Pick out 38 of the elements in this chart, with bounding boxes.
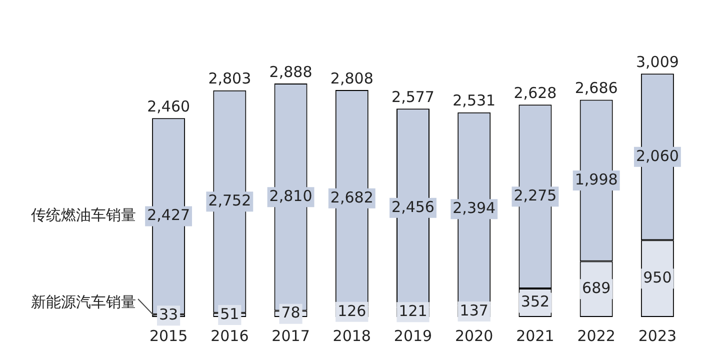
total-label: 2,686: [574, 79, 618, 98]
total-label: 2,628: [514, 84, 557, 102]
total-label: 2,803: [208, 70, 252, 88]
x-tick-label: 2018: [332, 326, 371, 345]
data-label: 2,394: [452, 199, 496, 218]
x-tick-label: 2016: [210, 326, 249, 345]
data-label: 78: [281, 304, 300, 322]
data-label: 33: [159, 306, 178, 324]
data-label: 2,427: [147, 206, 190, 224]
total-label: 2,888: [269, 62, 312, 81]
data-label: 137: [460, 301, 488, 320]
x-tick-label: 2020: [455, 326, 494, 345]
x-tick-label: 2023: [638, 326, 677, 345]
total-label: 2,531: [452, 92, 496, 110]
data-label: 1,998: [574, 170, 618, 188]
data-label: 2,682: [330, 188, 374, 206]
data-label: 126: [338, 302, 366, 320]
data-label: 689: [582, 279, 611, 298]
data-label: 121: [398, 302, 428, 320]
data-label: 2,060: [636, 146, 679, 165]
total-label: 2,460: [147, 97, 190, 116]
x-tick-label: 2022: [577, 326, 616, 345]
x-tick-label: 2017: [272, 326, 310, 345]
data-label: 2,456: [392, 198, 434, 216]
legend-label: 传统燃油车销量: [31, 206, 136, 224]
x-tick-label: 2019: [394, 326, 432, 345]
total-label: 2,808: [330, 69, 374, 88]
total-label: 2,577: [392, 88, 434, 106]
series-label: 新能源汽车销量: [31, 292, 136, 311]
data-label: 51: [220, 304, 240, 323]
data-label: 2,810: [269, 186, 312, 205]
data-label: 2,275: [514, 186, 557, 204]
x-tick-label: 2015: [149, 326, 188, 345]
data-label: 2,752: [208, 192, 252, 210]
x-tick-label: 2021: [516, 326, 554, 345]
total-label: 3,009: [636, 53, 679, 72]
data-label: 950: [643, 268, 672, 286]
data-label: 352: [520, 292, 550, 311]
